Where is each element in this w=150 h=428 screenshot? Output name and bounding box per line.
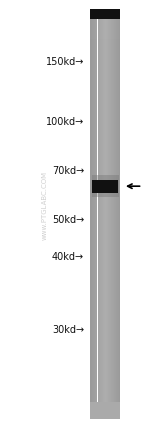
Bar bbox=[101, 9, 102, 419]
Text: 30kd→: 30kd→ bbox=[52, 324, 84, 335]
Bar bbox=[92, 180, 118, 193]
Bar bbox=[118, 9, 119, 419]
Text: 40kd→: 40kd→ bbox=[52, 252, 84, 262]
Bar bbox=[90, 50, 120, 60]
Bar bbox=[96, 9, 97, 419]
Bar bbox=[102, 9, 103, 419]
Bar bbox=[118, 9, 119, 419]
Bar bbox=[106, 9, 107, 419]
Bar bbox=[90, 9, 120, 19]
Bar bbox=[91, 9, 92, 419]
Bar bbox=[93, 9, 94, 419]
Bar bbox=[119, 9, 120, 419]
Bar bbox=[92, 9, 93, 419]
Bar bbox=[92, 175, 118, 197]
Bar bbox=[115, 9, 116, 419]
Bar bbox=[107, 9, 108, 419]
Text: www.PTGLABC.COM: www.PTGLABC.COM bbox=[42, 171, 48, 240]
Bar bbox=[99, 9, 100, 419]
Text: 70kd→: 70kd→ bbox=[52, 166, 84, 176]
Bar bbox=[98, 9, 99, 419]
Bar bbox=[111, 9, 112, 419]
Bar bbox=[90, 29, 120, 39]
Text: 150kd→: 150kd→ bbox=[46, 57, 84, 67]
Bar bbox=[104, 9, 105, 419]
Bar bbox=[100, 9, 101, 419]
Bar bbox=[110, 9, 111, 419]
Bar bbox=[109, 9, 110, 419]
Bar bbox=[108, 9, 109, 419]
Bar bbox=[97, 9, 98, 419]
Bar bbox=[100, 9, 101, 419]
Bar bbox=[117, 9, 118, 419]
Bar bbox=[113, 9, 114, 419]
Bar bbox=[90, 9, 91, 419]
Bar bbox=[112, 9, 113, 419]
Bar bbox=[90, 39, 120, 50]
Bar bbox=[105, 9, 106, 419]
Text: 50kd→: 50kd→ bbox=[52, 215, 84, 226]
Bar bbox=[95, 9, 96, 419]
Bar bbox=[103, 9, 104, 419]
Bar bbox=[94, 9, 95, 419]
Bar bbox=[90, 19, 120, 29]
Bar bbox=[114, 9, 115, 419]
Text: 100kd→: 100kd→ bbox=[46, 117, 84, 127]
Bar bbox=[103, 9, 104, 419]
Bar bbox=[90, 402, 120, 419]
Bar bbox=[116, 9, 117, 419]
Bar bbox=[90, 9, 120, 19]
